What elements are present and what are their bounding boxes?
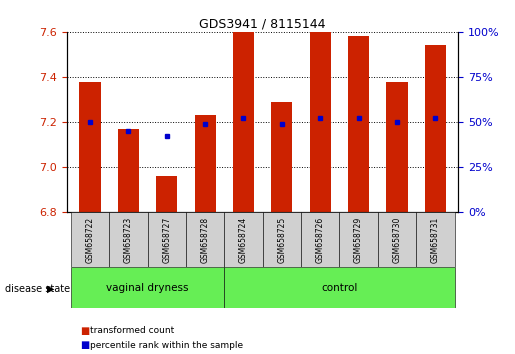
FancyBboxPatch shape — [301, 212, 339, 267]
Bar — [118, 129, 139, 212]
Text: GSM658730: GSM658730 — [392, 217, 402, 263]
Bar — [310, 32, 331, 212]
Bar — [425, 45, 446, 212]
FancyBboxPatch shape — [224, 212, 263, 267]
Text: GSM658722: GSM658722 — [85, 217, 94, 263]
Text: GSM658729: GSM658729 — [354, 217, 363, 263]
Bar — [233, 32, 254, 212]
FancyBboxPatch shape — [71, 212, 109, 267]
Text: ■: ■ — [80, 340, 89, 350]
Text: percentile rank within the sample: percentile rank within the sample — [90, 341, 243, 350]
FancyBboxPatch shape — [186, 212, 224, 267]
Bar — [195, 115, 216, 212]
FancyBboxPatch shape — [339, 212, 378, 267]
FancyBboxPatch shape — [109, 212, 147, 267]
Text: GSM658723: GSM658723 — [124, 217, 133, 263]
Bar — [156, 176, 177, 212]
Text: GSM658728: GSM658728 — [200, 217, 210, 263]
Bar — [79, 81, 100, 212]
Text: GSM658726: GSM658726 — [316, 217, 325, 263]
Text: GSM658724: GSM658724 — [239, 217, 248, 263]
Text: GSM658731: GSM658731 — [431, 217, 440, 263]
Text: control: control — [321, 282, 357, 293]
Text: disease state: disease state — [5, 284, 70, 293]
Bar — [348, 36, 369, 212]
Text: ■: ■ — [80, 326, 89, 336]
Text: transformed count: transformed count — [90, 326, 175, 336]
Text: vaginal dryness: vaginal dryness — [106, 282, 189, 293]
Bar — [386, 81, 407, 212]
FancyBboxPatch shape — [71, 267, 224, 308]
Text: GSM658727: GSM658727 — [162, 217, 171, 263]
Text: GSM658725: GSM658725 — [278, 217, 286, 263]
FancyBboxPatch shape — [224, 267, 455, 308]
Text: ▶: ▶ — [47, 284, 55, 294]
FancyBboxPatch shape — [147, 212, 186, 267]
FancyBboxPatch shape — [263, 212, 301, 267]
Bar — [271, 102, 293, 212]
FancyBboxPatch shape — [378, 212, 416, 267]
Title: GDS3941 / 8115144: GDS3941 / 8115144 — [199, 18, 326, 31]
FancyBboxPatch shape — [416, 212, 455, 267]
